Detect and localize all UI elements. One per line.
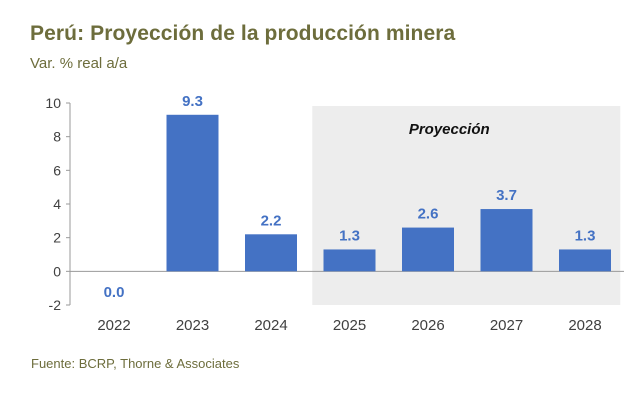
data-label-2027: 3.7 [496,187,517,204]
data-label-2024: 2.2 [261,212,282,229]
bar-2024 [245,234,297,272]
data-label-2025: 1.3 [339,227,360,244]
x-tick-label-2025: 2025 [333,317,366,334]
x-tick-label-2022: 2022 [97,317,130,334]
bar-2023 [166,114,219,272]
bar-2028 [559,249,611,272]
chart-title: Perú: Proyección de la producción minera [30,22,456,45]
x-tick-label-2023: 2023 [176,317,209,334]
y-tick-label: -2 [49,297,62,313]
x-tick-label-2028: 2028 [568,317,601,334]
y-tick-label: 4 [53,196,61,212]
x-tick-label-2024: 2024 [254,317,287,334]
y-tick-label: 0 [53,263,61,279]
bar-2026 [402,227,454,272]
data-label-2028: 1.3 [575,227,596,244]
source-note: Fuente: BCRP, Thorne & Associates [31,356,240,371]
x-tick-label-2027: 2027 [490,317,523,334]
bar-2025 [323,249,376,272]
x-tick-label-2026: 2026 [411,317,444,334]
y-tick-label: 2 [53,230,61,246]
data-label-2026: 2.6 [418,206,439,223]
y-tick-label: 10 [45,95,61,111]
bar-2027 [480,209,533,272]
projection-label: Proyección [409,121,490,138]
data-label-2022: 0.0 [104,284,125,301]
y-tick-label: 6 [53,162,61,178]
y-tick-label: 8 [53,129,61,145]
chart-subtitle: Var. % real a/a [30,55,128,72]
data-label-2023: 9.3 [182,93,203,110]
